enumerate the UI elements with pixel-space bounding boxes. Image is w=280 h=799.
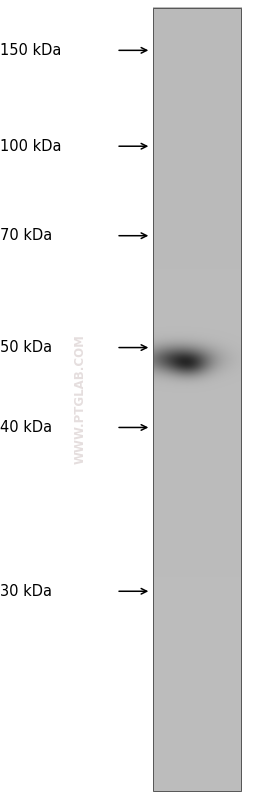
Text: 150 kDa: 150 kDa	[0, 43, 61, 58]
Text: 40 kDa: 40 kDa	[0, 420, 52, 435]
Text: 100 kDa: 100 kDa	[0, 139, 62, 153]
Bar	[153, 8, 241, 791]
Text: 70 kDa: 70 kDa	[0, 229, 52, 243]
Text: 50 kDa: 50 kDa	[0, 340, 52, 355]
Text: 30 kDa: 30 kDa	[0, 584, 52, 598]
Text: WWW.PTGLAB.COM: WWW.PTGLAB.COM	[73, 335, 86, 464]
